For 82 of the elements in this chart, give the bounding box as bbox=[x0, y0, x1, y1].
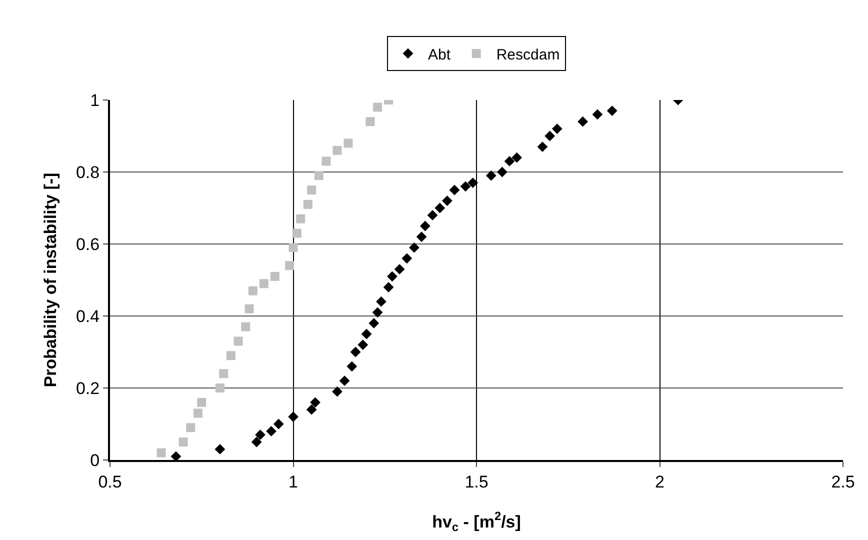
point bbox=[394, 264, 405, 274]
point bbox=[248, 286, 258, 296]
point bbox=[310, 397, 320, 408]
x-tick-label: 2 bbox=[655, 472, 664, 492]
point bbox=[504, 156, 515, 166]
point bbox=[332, 386, 342, 397]
point bbox=[292, 228, 302, 238]
x-tick-label: 1 bbox=[288, 472, 298, 492]
point bbox=[409, 242, 420, 253]
x-axis-title: hv$_{c}$ - [m$^{2}$/s] bbox=[432, 509, 521, 534]
point bbox=[442, 196, 452, 206]
point bbox=[544, 130, 555, 142]
point bbox=[420, 220, 430, 232]
point bbox=[373, 102, 382, 112]
point bbox=[339, 376, 350, 386]
point bbox=[215, 384, 224, 392]
point bbox=[537, 142, 548, 152]
point bbox=[460, 181, 471, 192]
point bbox=[234, 336, 243, 346]
point bbox=[303, 200, 312, 209]
y-axis-title: Probability of instability [-] bbox=[41, 172, 60, 388]
y-tick-label: 0 bbox=[90, 450, 100, 470]
point bbox=[346, 361, 358, 372]
point bbox=[344, 138, 353, 148]
y-tick-label: 0.6 bbox=[76, 234, 100, 254]
point bbox=[512, 152, 522, 163]
point bbox=[372, 307, 383, 318]
point bbox=[270, 272, 280, 281]
legend-label: Rescdam bbox=[496, 46, 560, 64]
x-tick-label: 2.5 bbox=[831, 472, 855, 492]
point bbox=[241, 322, 250, 332]
point bbox=[306, 404, 317, 415]
point bbox=[383, 282, 394, 292]
point bbox=[449, 184, 460, 196]
point bbox=[387, 271, 398, 282]
point bbox=[496, 166, 508, 178]
point bbox=[251, 436, 262, 448]
y-tick-label: 0.8 bbox=[76, 162, 100, 182]
point bbox=[592, 109, 603, 120]
point bbox=[468, 178, 478, 188]
point bbox=[376, 296, 386, 307]
y-tick-label: 1 bbox=[90, 90, 100, 110]
point bbox=[178, 438, 188, 446]
point bbox=[266, 426, 276, 436]
point bbox=[358, 340, 368, 350]
point bbox=[186, 423, 196, 432]
point bbox=[193, 408, 202, 418]
point bbox=[219, 369, 228, 378]
point bbox=[416, 232, 427, 242]
point bbox=[322, 156, 331, 166]
point bbox=[486, 170, 496, 181]
legend-label: Abt bbox=[428, 46, 452, 64]
y-tick-label: 0.4 bbox=[76, 306, 100, 326]
point bbox=[288, 243, 298, 252]
point bbox=[197, 398, 206, 407]
y-tick-label: 0.2 bbox=[76, 378, 100, 398]
point bbox=[156, 448, 166, 458]
x-tick-label: 1.5 bbox=[464, 472, 488, 492]
point bbox=[606, 106, 618, 116]
x-tick-label: 0.5 bbox=[98, 472, 122, 492]
point bbox=[427, 210, 438, 220]
point bbox=[332, 146, 342, 155]
point bbox=[552, 124, 562, 134]
point bbox=[226, 351, 236, 360]
point bbox=[434, 202, 446, 214]
point bbox=[214, 444, 226, 454]
point bbox=[288, 412, 298, 422]
point bbox=[273, 418, 284, 430]
point bbox=[314, 171, 324, 180]
point bbox=[368, 318, 380, 328]
point bbox=[244, 304, 254, 314]
point bbox=[402, 253, 412, 264]
point bbox=[296, 214, 306, 224]
point bbox=[578, 116, 588, 127]
point bbox=[285, 261, 294, 270]
point bbox=[361, 328, 372, 340]
point bbox=[259, 279, 268, 288]
point bbox=[350, 346, 361, 358]
point bbox=[255, 430, 266, 440]
point bbox=[307, 186, 316, 194]
point bbox=[170, 451, 182, 460]
point bbox=[366, 117, 375, 126]
